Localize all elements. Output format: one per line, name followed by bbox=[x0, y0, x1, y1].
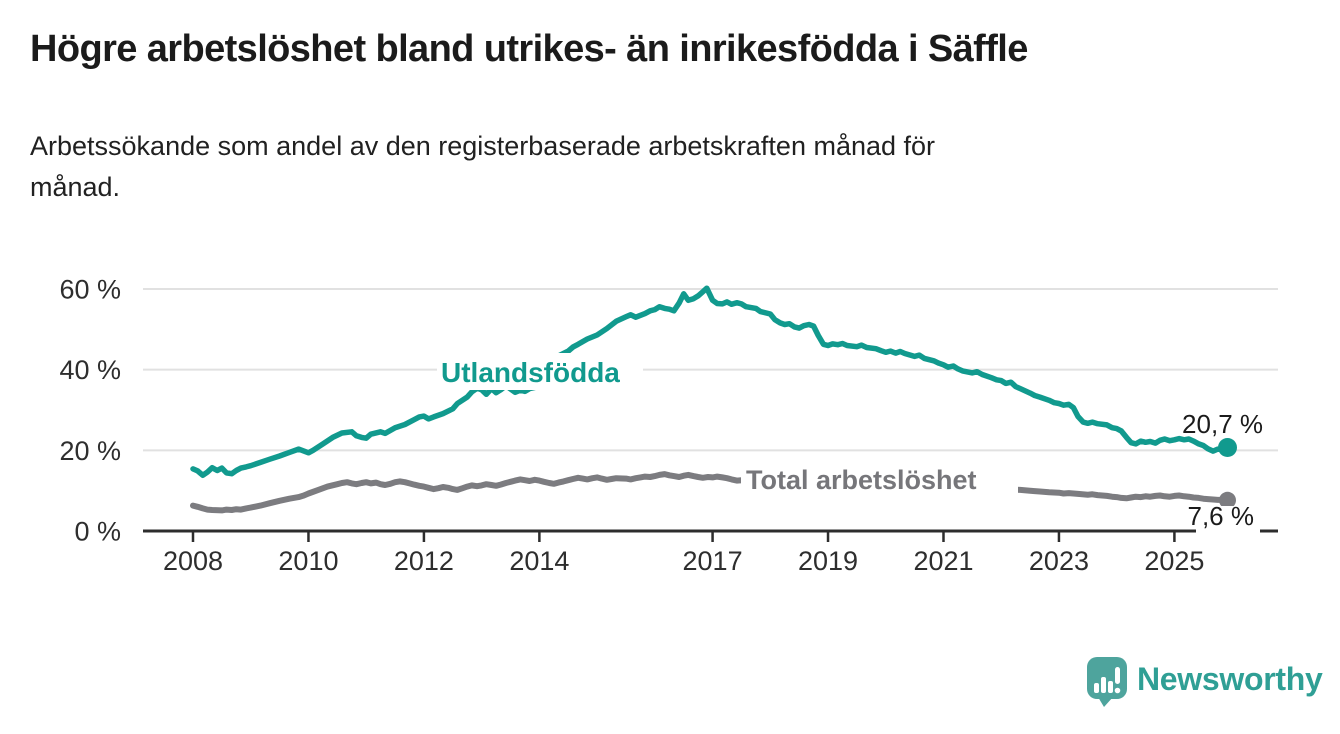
series-label-utlandsfodda-text: Utlandsfödda bbox=[441, 357, 620, 388]
line-total-arbetsloshet bbox=[190, 471, 1231, 514]
svg-text:2017: 2017 bbox=[683, 546, 743, 576]
line-utlandsfodda bbox=[190, 285, 1231, 479]
newsworthy-bubble-chart-icon bbox=[1087, 657, 1127, 707]
svg-text:2010: 2010 bbox=[278, 546, 338, 576]
svg-text:2023: 2023 bbox=[1029, 546, 1089, 576]
label-background bbox=[741, 466, 1018, 494]
series-label-total-arbetsloshet: Total arbetslöshet bbox=[741, 465, 1018, 495]
chart-subtitle-line-2: månad. bbox=[30, 172, 121, 202]
end-dot-utlandsfodda bbox=[1218, 438, 1237, 457]
svg-text:40 %: 40 % bbox=[59, 355, 121, 385]
gridlines bbox=[143, 288, 1278, 533]
svg-text:2012: 2012 bbox=[394, 546, 454, 576]
end-dot-total bbox=[1219, 491, 1236, 509]
x-axis-tick-labels: 2008 2010 2012 2014 2017 2019 2021 2023 2025 bbox=[163, 531, 1204, 576]
svg-text:2019: 2019 bbox=[798, 546, 858, 576]
label-background bbox=[1196, 506, 1260, 533]
chart-subtitle: Arbetssökande som andel av den registerb… bbox=[30, 126, 935, 208]
series-label-total-text: Total arbetslöshet bbox=[746, 465, 977, 495]
svg-text:2025: 2025 bbox=[1144, 546, 1204, 576]
svg-text:20 %: 20 % bbox=[59, 436, 121, 466]
svg-text:0 %: 0 % bbox=[74, 517, 121, 547]
label-background bbox=[437, 353, 643, 390]
end-value-total: 7,6 % bbox=[1188, 501, 1260, 533]
svg-text:60 %: 60 % bbox=[59, 275, 121, 305]
chart-subtitle-line-1: Arbetssökande som andel av den registerb… bbox=[30, 131, 936, 161]
series-label-utlandsfodda: Utlandsfödda bbox=[437, 353, 643, 390]
svg-text:2014: 2014 bbox=[509, 546, 569, 576]
end-value-total-text: 7,6 % bbox=[1188, 501, 1255, 531]
svg-text:2021: 2021 bbox=[913, 546, 973, 576]
end-value-utlandsfodda: 20,7 % bbox=[1182, 409, 1263, 439]
page-title: Högre arbetslöshet bland utrikes- än inr… bbox=[30, 28, 1028, 70]
newsworthy-logo-text: Newsworthy bbox=[1137, 661, 1323, 697]
newsworthy-logo: Newsworthy bbox=[1086, 656, 1323, 708]
svg-text:2008: 2008 bbox=[163, 546, 223, 576]
y-axis-tick-labels: 0 % 20 % 40 % 60 % bbox=[59, 275, 121, 547]
